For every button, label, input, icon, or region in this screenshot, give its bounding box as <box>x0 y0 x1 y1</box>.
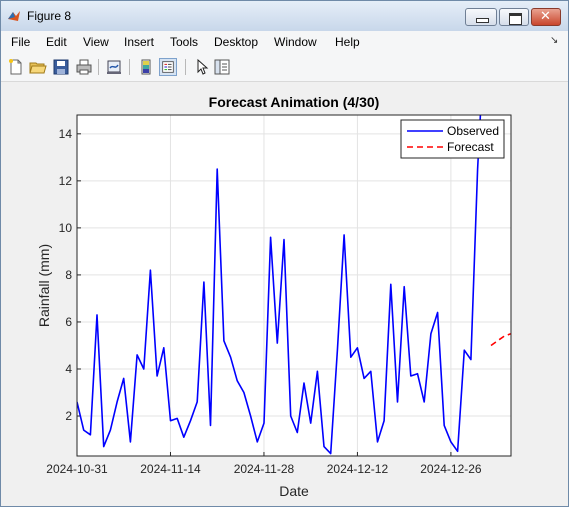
edit-plot-arrow-icon[interactable] <box>193 58 211 76</box>
maximize-button[interactable] <box>499 8 529 26</box>
x-axis-label: Date <box>279 483 309 499</box>
y-tick-label: 4 <box>65 362 72 376</box>
toolbar-separator <box>129 59 130 75</box>
close-icon: ✕ <box>540 9 551 24</box>
matlab-logo-icon <box>8 11 20 21</box>
menu-view[interactable]: View <box>83 35 109 49</box>
insert-colorbar-icon[interactable] <box>137 58 155 76</box>
y-tick-label: 8 <box>65 268 72 282</box>
link-plot-icon[interactable] <box>105 58 123 76</box>
y-tick-label: 10 <box>59 221 73 235</box>
open-file-icon[interactable] <box>29 58 47 76</box>
toolbar-separator <box>98 59 99 75</box>
plot-background <box>77 115 511 456</box>
menu-insert[interactable]: Insert <box>124 35 155 49</box>
insert-legend-icon[interactable] <box>159 58 177 76</box>
legend-label-observed: Observed <box>447 124 499 138</box>
x-tick-label: 2024-12-26 <box>420 462 482 476</box>
toolbar-separator <box>185 59 186 75</box>
rainfall-chart: 2024-10-31 2024-11-14 2024-11-28 2024-12-12… <box>36 94 512 499</box>
dock-arrow-icon[interactable]: ↘ <box>550 35 559 46</box>
x-tick-label: 2024-11-14 <box>140 462 201 476</box>
y-tick-label: 2 <box>65 409 72 423</box>
menu-window[interactable]: Window <box>274 35 317 49</box>
print-icon[interactable] <box>75 58 93 76</box>
y-tick-label: 14 <box>59 127 73 141</box>
property-inspector-icon[interactable] <box>213 58 231 76</box>
figure-toolbar <box>1 53 568 82</box>
minimize-button[interactable] <box>465 8 497 26</box>
observed-series-line <box>77 115 482 455</box>
legend-box <box>400 119 505 159</box>
menu-help[interactable]: Help <box>335 35 360 49</box>
chart-title: Forecast Animation (4/30) <box>209 94 380 110</box>
menu-file[interactable]: File <box>11 35 31 49</box>
maximize-icon <box>509 13 522 25</box>
minimize-icon <box>476 18 489 23</box>
menu-bar: File Edit View Insert Tools Desktop Wind… <box>1 31 568 53</box>
figure-canvas[interactable]: 2024-10-31 2024-11-14 2024-11-28 2024-12-12… <box>5 83 564 502</box>
menu-tools[interactable]: Tools <box>170 35 199 49</box>
menu-desktop[interactable]: Desktop <box>214 35 259 49</box>
y-axis-label: Rainfall (mm) <box>36 244 52 327</box>
save-icon[interactable] <box>52 58 70 76</box>
x-tick-label: 2024-11-28 <box>234 462 295 476</box>
window-title: Figure 8 <box>27 9 72 23</box>
forecast-series-line <box>490 332 511 347</box>
axes-box <box>76 114 512 457</box>
x-tick-label: 2024-12-12 <box>327 462 389 476</box>
y-tick-label: 6 <box>65 315 72 329</box>
x-tick-label: 2024-10-31 <box>46 462 108 476</box>
new-figure-icon[interactable] <box>7 58 25 76</box>
menu-edit[interactable]: Edit <box>46 35 67 49</box>
close-button[interactable]: ✕ <box>531 8 561 26</box>
legend-label-forecast: Forecast <box>447 140 494 154</box>
y-tick-label: 12 <box>59 174 73 188</box>
title-bar[interactable]: Figure 8 ✕ <box>1 1 568 31</box>
